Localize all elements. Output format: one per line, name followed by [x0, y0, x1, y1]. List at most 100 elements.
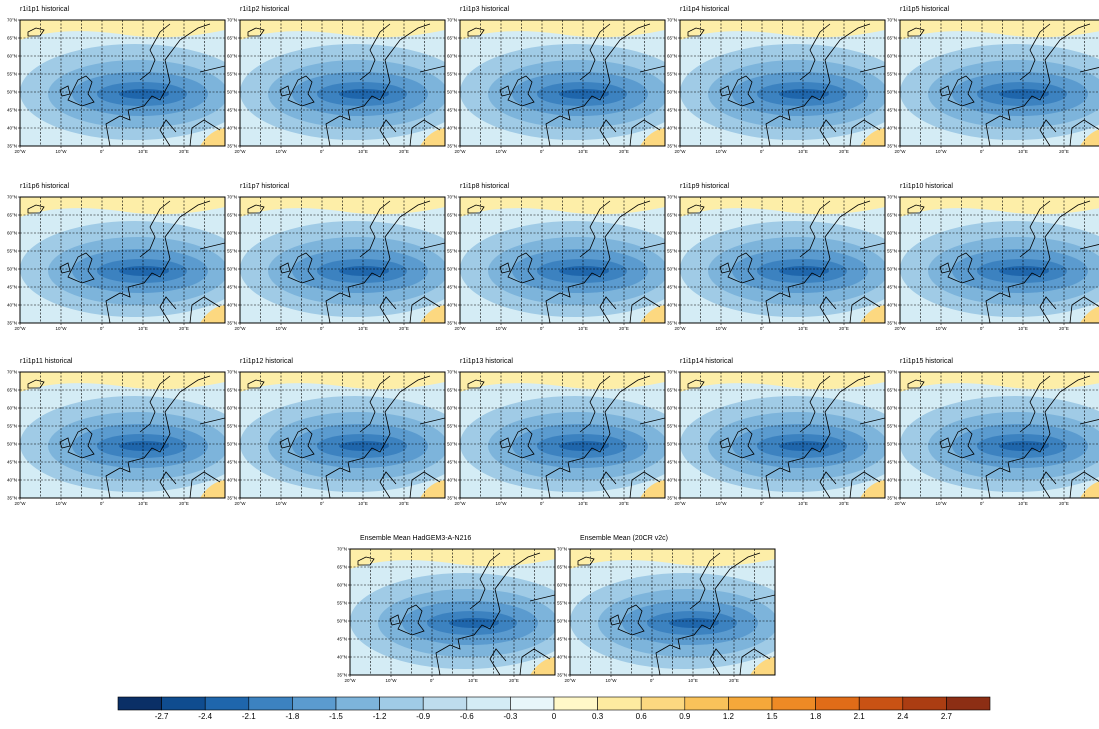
map-frame: [679, 19, 886, 147]
lon-tick-label: 20°E: [1059, 501, 1069, 506]
lat-tick-label: 50°N: [887, 442, 897, 447]
lon-tick-label: 10°W: [935, 326, 947, 331]
map-frame: [349, 548, 556, 676]
colorbar-label: -2.1: [242, 712, 256, 721]
colorbar-label: 0: [552, 712, 557, 721]
lat-tick-label: 70°N: [337, 547, 347, 552]
lon-tick-label: 20°W: [344, 678, 356, 683]
lat-tick-label: 45°N: [887, 460, 897, 465]
map-frame: [679, 196, 886, 324]
lat-tick-label: 45°N: [7, 108, 17, 113]
lat-tick-label: 40°N: [227, 126, 237, 131]
colorbar-label: -2.4: [198, 712, 212, 721]
lon-tick-label: 20°E: [399, 501, 409, 506]
lat-tick-label: 65°N: [887, 388, 897, 393]
lon-tick-label: 20°E: [399, 326, 409, 331]
color-box: [640, 696, 686, 711]
lat-tick-label: 70°N: [667, 195, 677, 200]
lon-tick-label: 20°W: [454, 149, 466, 154]
lat-tick-label: 55°N: [887, 249, 897, 254]
lat-tick-label: 40°N: [447, 478, 457, 483]
lat-tick-label: 70°N: [887, 195, 897, 200]
colorbar-label: 0.6: [636, 712, 648, 721]
lon-tick-label: 20°E: [619, 501, 629, 506]
lon-tick-label: 10°W: [715, 326, 727, 331]
map: [680, 372, 885, 498]
field: [460, 20, 665, 146]
lat-tick-label: 55°N: [7, 424, 17, 429]
lat-tick-label: 65°N: [7, 388, 17, 393]
field: [680, 197, 885, 323]
panel-title: r1i1p1 historical: [20, 6, 69, 13]
lat-tick-label: 40°N: [447, 303, 457, 308]
colorbar-label: 0.9: [679, 712, 691, 721]
lon-tick-label: 10°W: [495, 501, 507, 506]
lat-tick-label: 50°N: [447, 267, 457, 272]
lat-tick-label: 65°N: [447, 388, 457, 393]
lon-tick-label: 10°W: [715, 149, 727, 154]
lat-tick-label: 70°N: [7, 18, 17, 23]
lat-tick-label: 65°N: [557, 565, 567, 570]
lat-tick-label: 45°N: [227, 460, 237, 465]
lat-tick-label: 45°N: [667, 460, 677, 465]
lon-tick-label: 0°: [760, 501, 765, 506]
lon-tick-label: 10°E: [798, 501, 808, 506]
lon-tick-label: 20°E: [179, 326, 189, 331]
lon-tick-label: 10°W: [385, 678, 397, 683]
lat-tick-label: 60°N: [887, 54, 897, 59]
lat-tick-label: 40°N: [227, 478, 237, 483]
lon-tick-label: 20°W: [14, 326, 26, 331]
lon-tick-label: 20°E: [399, 149, 409, 154]
lat-tick-label: 50°N: [667, 442, 677, 447]
lon-tick-label: 20°E: [1059, 149, 1069, 154]
map-frame: [19, 19, 226, 147]
lat-tick-label: 60°N: [447, 231, 457, 236]
lon-tick-label: 0°: [100, 501, 105, 506]
panel-title: r1i1p15 historical: [900, 358, 953, 365]
lat-tick-label: 50°N: [7, 90, 17, 95]
lon-tick-label: 0°: [540, 149, 545, 154]
lat-tick-label: 35°N: [887, 321, 897, 326]
lat-tick-label: 60°N: [7, 231, 17, 236]
lat-tick-label: 60°N: [7, 54, 17, 59]
lon-tick-label: 10°E: [468, 678, 478, 683]
lat-tick-label: 60°N: [227, 54, 237, 59]
lon-tick-label: 10°W: [715, 501, 727, 506]
lat-tick-label: 55°N: [447, 249, 457, 254]
lat-tick-label: 55°N: [667, 249, 677, 254]
map-panel: Ensemble Mean HadGEM3-A-N216 70°N 65°N 60°N…: [337, 535, 556, 683]
lon-tick-label: 20°E: [729, 678, 739, 683]
lat-tick-label: 35°N: [667, 144, 677, 149]
lat-tick-label: 35°N: [447, 144, 457, 149]
map-frame: [899, 196, 1099, 324]
field: [900, 372, 1099, 498]
lat-tick-label: 35°N: [7, 496, 17, 501]
lat-tick-label: 40°N: [667, 303, 677, 308]
colorbar-label: 1.8: [810, 712, 822, 721]
lat-tick-label: 65°N: [887, 213, 897, 218]
map: [240, 372, 445, 498]
lat-tick-label: 60°N: [667, 54, 677, 59]
lat-tick-label: 50°N: [227, 90, 237, 95]
lat-tick-label: 45°N: [7, 285, 17, 290]
panel-title: r1i1p4 historical: [680, 6, 729, 13]
lon-tick-label: 10°E: [578, 326, 588, 331]
colorbar-label: 1.2: [723, 712, 735, 721]
lat-tick-label: 45°N: [667, 285, 677, 290]
color-box: [771, 696, 816, 711]
lon-tick-label: 0°: [540, 326, 545, 331]
lon-tick-label: 0°: [100, 149, 105, 154]
color-box: [946, 696, 991, 711]
lon-tick-label: 0°: [980, 326, 985, 331]
lon-tick-label: 10°E: [1018, 326, 1028, 331]
lat-tick-label: 55°N: [447, 424, 457, 429]
map: [350, 549, 555, 675]
color-box: [204, 696, 250, 711]
lon-tick-label: 20°E: [1059, 326, 1069, 331]
lat-tick-label: 40°N: [227, 303, 237, 308]
